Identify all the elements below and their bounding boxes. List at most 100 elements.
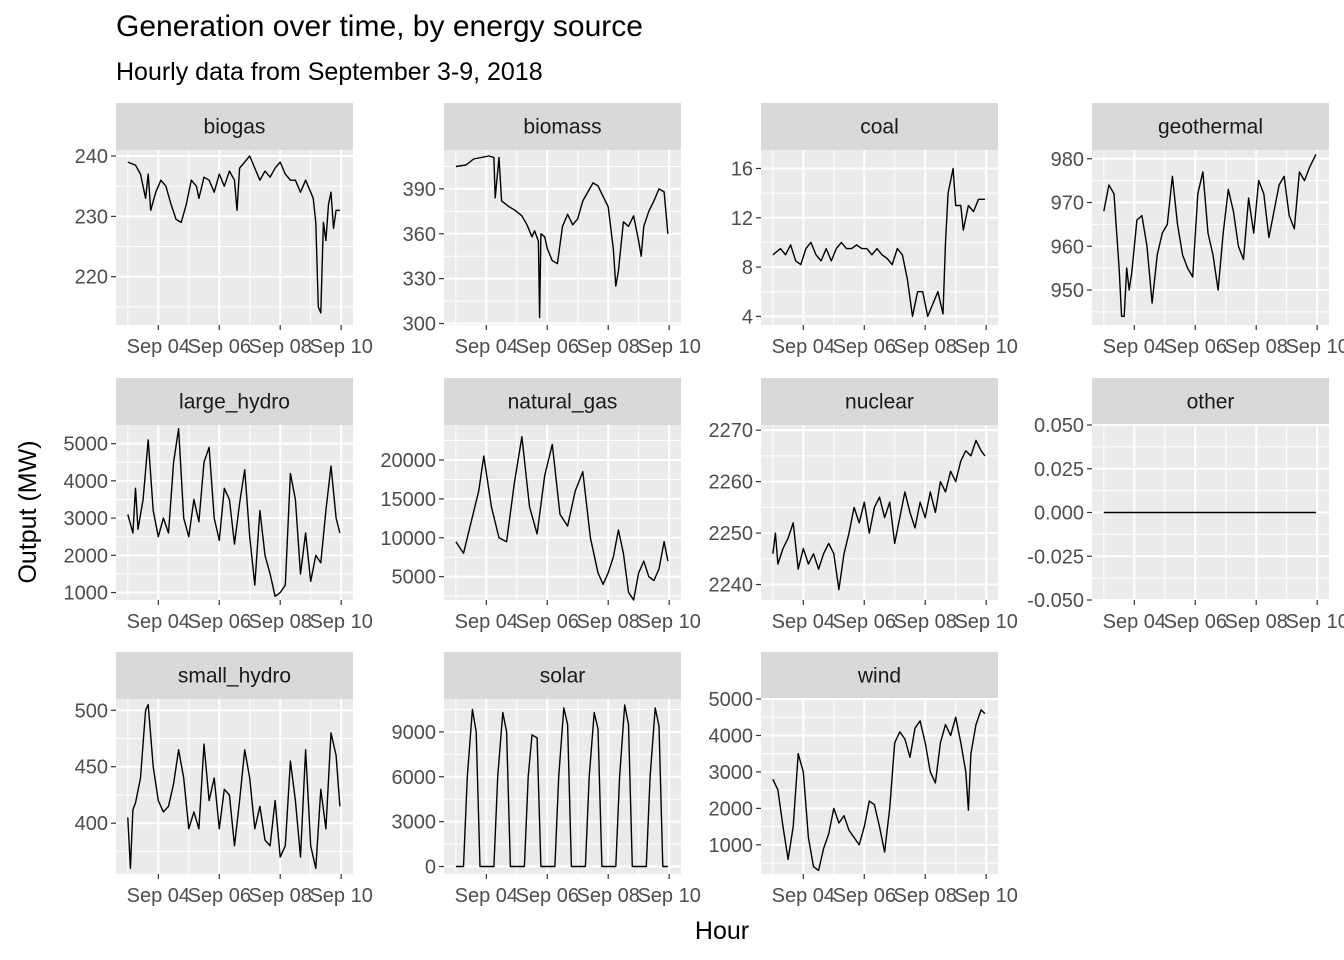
y-tick-label: 5000 [64,434,109,456]
x-tick-label: Sep 08 [577,611,640,633]
x-tick-label: Sep 10 [954,611,1017,633]
y-axis-label: Output (MW) [14,440,42,583]
x-tick-label: Sep 06 [833,336,896,358]
facet-strip-label: large_hydro [179,391,290,414]
chart-subtitle: Hourly data from September 3-9, 2018 [116,58,543,86]
series-line-large-hydro [127,428,341,597]
x-tick-label: Sep 06 [516,885,579,907]
facet-strip [116,378,353,425]
x-tick-label: Sep 04 [127,611,190,633]
panel-background [444,425,681,600]
y-tick-label: 6000 [392,767,437,789]
series-line-natural-gas [455,436,669,601]
y-tick-label: 3000 [392,812,437,834]
series-line-wind [772,709,986,872]
y-tick-label: 2000 [64,545,109,567]
x-tick-label: Sep 06 [188,336,251,358]
y-tick-label: 20000 [380,450,436,472]
facet-strip-label: wind [857,665,901,688]
x-tick-label: Sep 10 [954,885,1017,907]
y-tick-label: 3000 [709,762,754,784]
facet-strip-label: small_hydro [178,665,291,688]
y-tick-label: 450 [75,757,108,779]
facet-strip [444,652,681,699]
x-tick-label: Sep 08 [249,611,312,633]
facet-strip-label: natural_gas [508,391,618,414]
x-tick-label: Sep 08 [249,336,312,358]
x-tick-label: Sep 04 [455,885,518,907]
facet-large-hydro: large_hydro 1000 2000 3000 4000 5000 Sep 04 Sep… [64,378,373,633]
x-tick-label: Sep 06 [1164,611,1227,633]
y-tick-label: 4000 [709,725,754,747]
x-tick-label: Sep 06 [188,885,251,907]
x-tick-label: Sep 06 [1164,336,1227,358]
y-tick-label: -0.050 [1027,590,1084,612]
y-tick-label: 8 [742,257,753,279]
x-tick-label: Sep 08 [894,611,957,633]
facet-strip [444,103,681,150]
x-axis-label: Hour [695,917,749,945]
y-tick-label: 2000 [709,798,754,820]
facet-strip [1092,103,1329,150]
y-tick-label: 950 [1051,280,1084,302]
x-tick-label: Sep 10 [954,336,1017,358]
y-tick-label: 0.000 [1034,503,1084,525]
x-tick-label: Sep 04 [1103,611,1166,633]
x-tick-label: Sep 06 [833,885,896,907]
series-line-biogas [127,155,340,314]
y-tick-label: 10000 [380,528,436,550]
y-tick-label: 4000 [64,471,109,493]
facet-strip [761,103,998,150]
y-tick-label: -0.025 [1027,546,1084,568]
y-tick-label: 240 [75,146,108,168]
y-tick-label: 980 [1051,149,1084,171]
x-tick-label: Sep 06 [833,611,896,633]
x-tick-label: Sep 10 [637,611,700,633]
series-line-coal [772,167,985,318]
panel-background [761,425,998,600]
x-tick-label: Sep 06 [516,611,579,633]
y-tick-label: 220 [75,267,108,289]
panel-background [1092,150,1329,325]
x-tick-label: Sep 04 [127,336,190,358]
y-tick-label: 230 [75,206,108,228]
y-tick-label: 970 [1051,193,1084,215]
x-tick-label: Sep 08 [894,885,957,907]
x-tick-label: Sep 08 [577,336,640,358]
y-tick-label: 15000 [380,489,436,511]
y-tick-label: 12 [731,208,753,230]
facet-strip [444,378,681,425]
x-tick-label: Sep 10 [1285,336,1344,358]
facet-strip [761,652,998,699]
series-line-nuclear [772,439,986,591]
y-tick-label: 400 [75,813,108,835]
y-tick-label: 5000 [392,567,437,589]
y-tick-label: 2270 [709,420,754,442]
y-tick-label: 300 [403,314,436,336]
x-tick-label: Sep 06 [516,336,579,358]
panel-background [444,150,681,325]
x-tick-label: Sep 10 [309,885,372,907]
y-tick-label: 5000 [709,689,754,711]
facet-strip-label: coal [860,116,899,139]
y-tick-label: 1000 [64,583,109,605]
x-tick-label: Sep 04 [772,885,835,907]
x-tick-label: Sep 08 [249,885,312,907]
facet-strip [116,652,353,699]
facet-strip [761,378,998,425]
y-tick-label: 3000 [64,508,109,530]
series-line-biomass [455,155,669,319]
y-tick-label: 2250 [709,523,754,545]
x-tick-label: Sep 10 [1285,611,1344,633]
y-tick-label: 2260 [709,472,754,494]
y-tick-label: 1000 [709,835,754,857]
facet-strip-label: solar [540,665,586,688]
